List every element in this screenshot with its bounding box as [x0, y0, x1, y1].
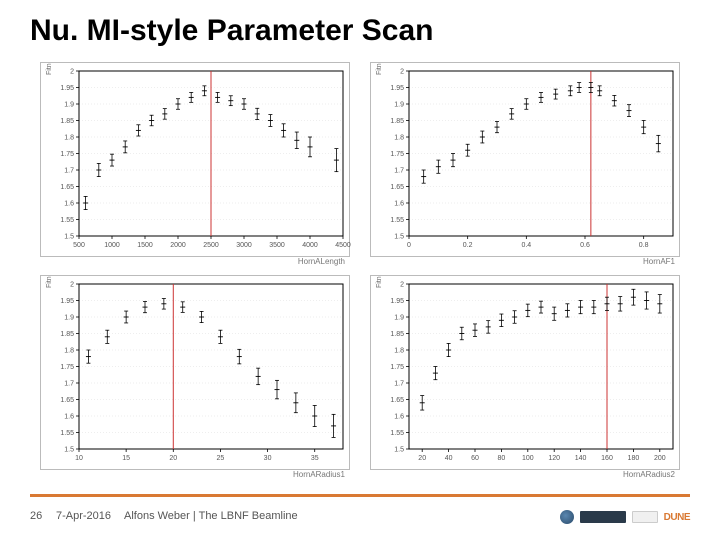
page-number: 26: [30, 510, 42, 522]
svg-text:160: 160: [601, 455, 613, 462]
svg-text:1.7: 1.7: [394, 168, 404, 175]
svg-text:1.75: 1.75: [60, 151, 74, 158]
svg-text:1.6: 1.6: [394, 201, 404, 208]
svg-text:Fitness: Fitness: [46, 276, 53, 288]
chart-panel-1: 1.5 1.55 1.6 1.65 1.7 1.75 1.8 1.85 1.9 1.95 2 0 0.2…: [370, 62, 680, 257]
svg-text:1.5: 1.5: [64, 234, 74, 241]
svg-text:2: 2: [70, 282, 74, 289]
svg-text:Fitness: Fitness: [376, 63, 383, 75]
svg-text:100: 100: [522, 455, 534, 462]
footer-date: 7-Apr-2016: [56, 510, 111, 522]
svg-text:1500: 1500: [137, 242, 153, 249]
svg-text:1.5: 1.5: [64, 447, 74, 454]
svg-text:2: 2: [70, 69, 74, 76]
svg-text:1.55: 1.55: [60, 430, 74, 437]
svg-text:0.8: 0.8: [639, 242, 649, 249]
svg-text:4000: 4000: [302, 242, 318, 249]
svg-text:80: 80: [498, 455, 506, 462]
svg-text:0: 0: [407, 242, 411, 249]
svg-text:Fitness: Fitness: [376, 276, 383, 288]
chart-panel-3: 1.5 1.55 1.6 1.65 1.7 1.75 1.8 1.85 1.9 1.95 2 20 40…: [370, 275, 680, 470]
svg-text:2000: 2000: [170, 242, 186, 249]
svg-text:2: 2: [400, 282, 404, 289]
svg-text:180: 180: [628, 455, 640, 462]
stfc-logo-icon: [580, 511, 626, 523]
svg-text:1.9: 1.9: [394, 315, 404, 322]
svg-text:140: 140: [575, 455, 587, 462]
svg-text:20: 20: [418, 455, 426, 462]
svg-text:1.5: 1.5: [394, 234, 404, 241]
svg-text:35: 35: [311, 455, 319, 462]
svg-text:1.65: 1.65: [390, 397, 404, 404]
footer-logos: DUNE: [560, 510, 690, 524]
svg-text:1.7: 1.7: [64, 381, 74, 388]
svg-text:1.65: 1.65: [60, 184, 74, 191]
svg-text:500: 500: [73, 242, 85, 249]
footer-credit: Alfons Weber | The LBNF Beamline: [124, 510, 298, 522]
svg-text:60: 60: [471, 455, 479, 462]
svg-text:1.65: 1.65: [60, 397, 74, 404]
svg-text:10: 10: [75, 455, 83, 462]
svg-text:15: 15: [122, 455, 130, 462]
svg-text:1.9: 1.9: [394, 102, 404, 109]
svg-text:1.8: 1.8: [64, 135, 74, 142]
svg-text:1.55: 1.55: [390, 217, 404, 224]
chart-panel-2: 1.5 1.55 1.6 1.65 1.7 1.75 1.8 1.85 1.9 1.95 2 10 15…: [40, 275, 350, 470]
svg-text:1.75: 1.75: [60, 364, 74, 371]
svg-text:Fitness: Fitness: [46, 63, 53, 75]
svg-text:1.75: 1.75: [390, 364, 404, 371]
svg-text:0.4: 0.4: [521, 242, 531, 249]
svg-text:2: 2: [400, 69, 404, 76]
svg-text:0.2: 0.2: [463, 242, 473, 249]
svg-text:1000: 1000: [104, 242, 120, 249]
svg-text:1.85: 1.85: [390, 331, 404, 338]
svg-text:3500: 3500: [269, 242, 285, 249]
svg-text:1.85: 1.85: [60, 118, 74, 125]
fermilab-logo-icon: [560, 510, 574, 524]
svg-text:1.85: 1.85: [390, 118, 404, 125]
svg-text:1.6: 1.6: [394, 414, 404, 421]
svg-text:1.55: 1.55: [60, 217, 74, 224]
svg-text:0.6: 0.6: [580, 242, 590, 249]
svg-text:1.6: 1.6: [64, 201, 74, 208]
svg-text:40: 40: [445, 455, 453, 462]
svg-text:1.7: 1.7: [394, 381, 404, 388]
svg-text:30: 30: [264, 455, 272, 462]
svg-text:1.5: 1.5: [394, 447, 404, 454]
svg-text:120: 120: [548, 455, 560, 462]
svg-text:1.85: 1.85: [60, 331, 74, 338]
svg-text:1.55: 1.55: [390, 430, 404, 437]
svg-text:25: 25: [217, 455, 225, 462]
oxford-logo-icon: [632, 511, 658, 523]
svg-text:1.8: 1.8: [64, 348, 74, 355]
footer: 26 7-Apr-2016 Alfons Weber | The LBNF Be…: [0, 494, 720, 522]
svg-text:3000: 3000: [236, 242, 252, 249]
page-title: Nu. MI-style Parameter Scan: [30, 14, 434, 48]
svg-text:1.8: 1.8: [394, 135, 404, 142]
svg-text:2500: 2500: [203, 242, 219, 249]
svg-text:1.65: 1.65: [390, 184, 404, 191]
svg-text:4500: 4500: [335, 242, 351, 249]
svg-text:1.95: 1.95: [60, 298, 74, 305]
svg-text:1.95: 1.95: [390, 298, 404, 305]
footer-rule: [30, 494, 690, 497]
svg-text:1.9: 1.9: [64, 315, 74, 322]
dune-logo: DUNE: [664, 512, 690, 523]
svg-text:1.7: 1.7: [64, 168, 74, 175]
svg-text:1.95: 1.95: [390, 85, 404, 92]
svg-text:1.95: 1.95: [60, 85, 74, 92]
chart-grid: 1.51.551.61.651.71.751.81.851.91.9525001…: [40, 62, 680, 470]
svg-text:1.9: 1.9: [64, 102, 74, 109]
svg-text:20: 20: [169, 455, 177, 462]
svg-text:1.8: 1.8: [394, 348, 404, 355]
svg-text:1.6: 1.6: [64, 414, 74, 421]
chart-panel-0: 1.51.551.61.651.71.751.81.851.91.9525001…: [40, 62, 350, 257]
svg-text:200: 200: [654, 455, 666, 462]
svg-text:1.75: 1.75: [390, 151, 404, 158]
